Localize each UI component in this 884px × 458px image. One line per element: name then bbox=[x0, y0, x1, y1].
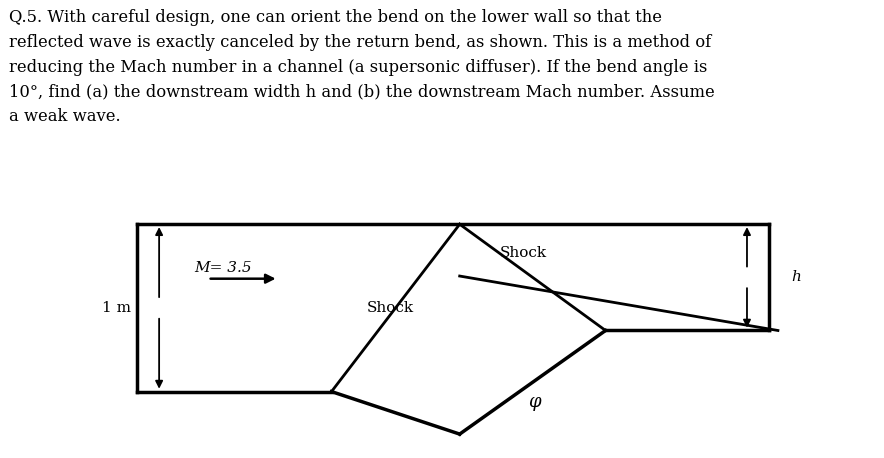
Polygon shape bbox=[332, 331, 606, 434]
Text: M= 3.5: M= 3.5 bbox=[194, 261, 252, 275]
Text: Shock: Shock bbox=[367, 301, 414, 315]
Text: h: h bbox=[791, 270, 801, 284]
Text: φ: φ bbox=[529, 393, 541, 411]
Text: Shock: Shock bbox=[499, 246, 546, 261]
Text: Q.5. With careful design, one can orient the bend on the lower wall so that the
: Q.5. With careful design, one can orient… bbox=[9, 9, 714, 125]
Text: 1 m: 1 m bbox=[102, 301, 131, 315]
